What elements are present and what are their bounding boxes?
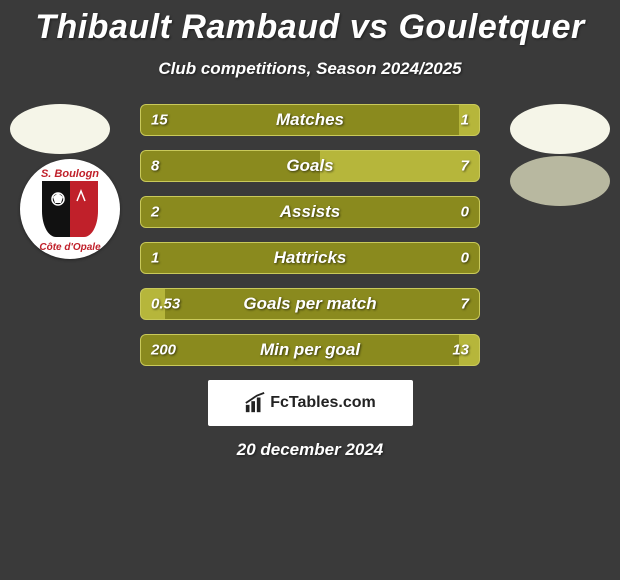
stat-value-left: 1: [151, 250, 159, 267]
page-subtitle: Club competitions, Season 2024/2025: [0, 59, 620, 79]
stat-label: Goals: [286, 156, 333, 176]
stat-value-right: 0: [461, 204, 469, 221]
stat-label: Goals per match: [243, 294, 376, 314]
player-right-logo-placeholder-1: [510, 104, 610, 154]
stat-label: Assists: [280, 202, 340, 222]
page-title: Thibault Rambaud vs Gouletquer: [0, 0, 620, 47]
stat-value-right: 0: [461, 250, 469, 267]
club-crest: S. Boulogn Côte d'Opale: [20, 159, 120, 259]
stat-row: 2 0 Assists: [140, 196, 480, 228]
brand-badge[interactable]: FcTables.com: [208, 380, 413, 426]
crest-bottom-text: Côte d'Opale: [24, 242, 116, 253]
stat-row: 8 7 Goals: [140, 150, 480, 182]
stat-row: 200 13 Min per goal: [140, 334, 480, 366]
stat-value-right: 1: [461, 112, 469, 129]
stat-row: 0.53 7 Goals per match: [140, 288, 480, 320]
comparison-panel: S. Boulogn Côte d'Opale 15 1 Matches 8 7 Goal…: [0, 104, 620, 366]
stat-label: Min per goal: [260, 340, 360, 360]
stat-value-right: 7: [461, 158, 469, 175]
snapshot-date: 20 december 2024: [0, 440, 620, 460]
stat-row: 15 1 Matches: [140, 104, 480, 136]
stat-value-right: 13: [452, 342, 469, 359]
crest-shield-icon: [42, 181, 98, 237]
stat-value-left: 8: [151, 158, 159, 175]
stat-value-left: 200: [151, 342, 176, 359]
stat-value-left: 15: [151, 112, 168, 129]
stat-label: Hattricks: [274, 248, 347, 268]
stat-row: 1 0 Hattricks: [140, 242, 480, 274]
stat-label: Matches: [276, 110, 344, 130]
stat-value-left: 0.53: [151, 296, 180, 313]
player-left-logo-placeholder: [10, 104, 110, 154]
brand-text: FcTables.com: [270, 394, 376, 412]
stat-bars: 15 1 Matches 8 7 Goals 2 0 Assists 1 0 Hattricks 0.5…: [140, 104, 480, 366]
player-right-logo-placeholder-2: [510, 156, 610, 206]
brand-chart-icon: [244, 392, 266, 414]
stat-value-left: 2: [151, 204, 159, 221]
stat-value-right: 7: [461, 296, 469, 313]
